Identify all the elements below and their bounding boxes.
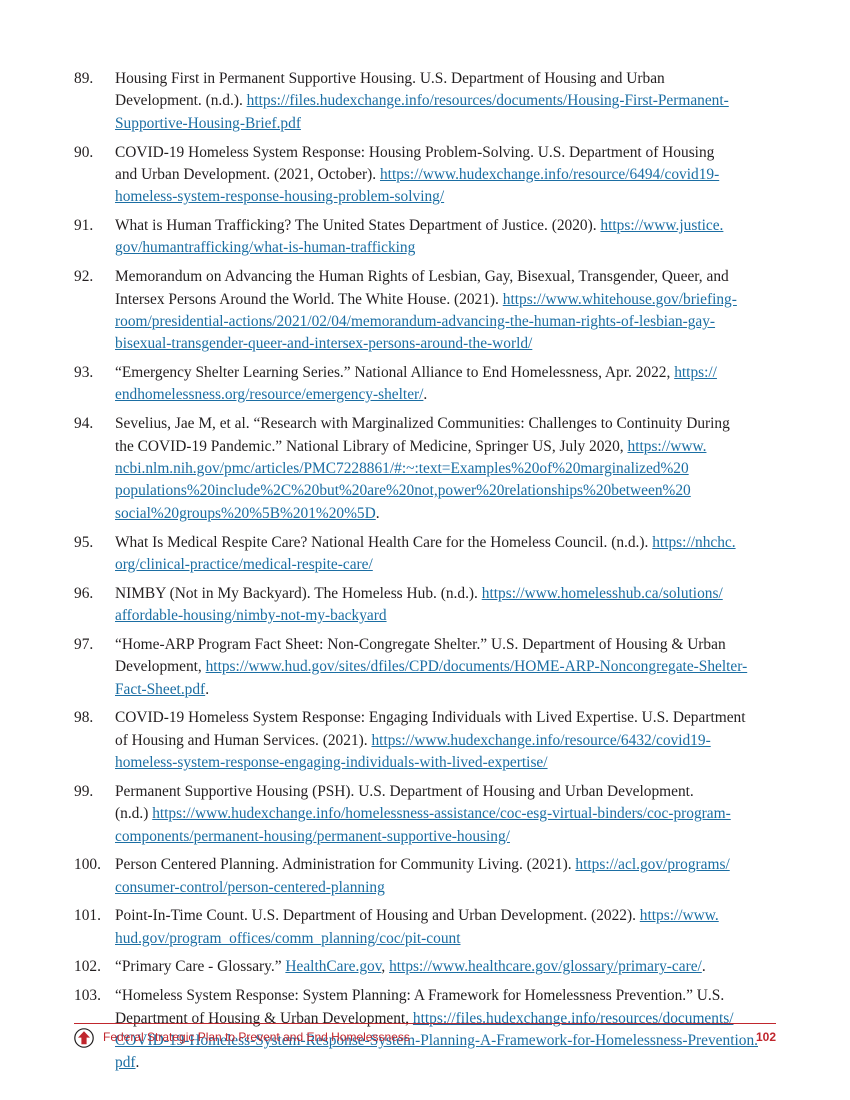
reference-citation: COVID-19 Homeless System Response: Engag… [115, 709, 746, 749]
reference-citation: COVID-19 Homeless System Response: Housi… [115, 143, 715, 183]
reference-number: 95. [74, 533, 94, 551]
reference-list: 89. Housing First in Permanent Supportiv… [74, 68, 774, 1081]
reference-text: Memorandum on Advancing the Human Rights… [115, 266, 774, 356]
reference-number: 96. [74, 584, 94, 602]
reference-number: 94. [74, 415, 94, 433]
reference-link[interactable]: https://files.hudexchange.info/resources… [115, 1009, 758, 1072]
reference-citation: Person Centered Planning. Administration… [115, 856, 576, 874]
reference-trailing: . [205, 680, 210, 698]
reference-citation: What Is Medical Respite Care? National H… [115, 533, 653, 551]
footer-divider [74, 1023, 776, 1024]
reference-item: 92. Memorandum on Advancing the Human Ri… [74, 266, 774, 356]
reference-item: 89. Housing First in Permanent Supportiv… [74, 68, 774, 135]
page-number: 102 [755, 1030, 776, 1044]
reference-link[interactable]: https://www.hudexchange.info/resource/64… [115, 731, 711, 772]
reference-text: COVID-19 Homeless System Response: Housi… [115, 142, 774, 209]
reference-link[interactable]: https://www. ncbi.nlm.nih.gov/pmc/articl… [115, 437, 707, 522]
reference-number: 103. [74, 987, 101, 1005]
house-arrow-icon [74, 1028, 94, 1048]
reference-text: COVID-19 Homeless System Response: Engag… [115, 707, 774, 774]
reference-text: “Homeless System Response: System Planni… [115, 985, 774, 1075]
reference-number: 102. [74, 958, 101, 976]
reference-item: 91. What is Human Trafficking? The Unite… [74, 215, 774, 260]
reference-separator: , [381, 958, 390, 976]
reference-number: 93. [74, 364, 94, 382]
reference-citation: Housing First in Permanent Supportive Ho… [115, 70, 665, 110]
reference-number: 97. [74, 635, 94, 653]
reference-text: “Emergency Shelter Learning Series.” Nat… [115, 362, 774, 407]
reference-item: 97. “Home-ARP Program Fact Sheet: Non-Co… [74, 634, 774, 701]
reference-item: 96. NIMBY (Not in My Backyard). The Home… [74, 583, 774, 628]
reference-citation: “Home-ARP Program Fact Sheet: Non-Congre… [115, 635, 726, 676]
reference-trailing: . [701, 958, 706, 976]
reference-link[interactable]: HealthCare.gov [285, 958, 382, 976]
reference-text: “Home-ARP Program Fact Sheet: Non-Congre… [115, 634, 774, 701]
reference-number: 92. [74, 268, 94, 286]
reference-item: 103. “Homeless System Response: System P… [74, 985, 774, 1075]
reference-citation: What is Human Trafficking? The United St… [115, 217, 601, 235]
reference-number: 89. [74, 70, 94, 87]
reference-number: 98. [74, 709, 94, 727]
reference-link[interactable]: https://www.hudexchange.info/resource/64… [115, 165, 720, 206]
reference-text: Person Centered Planning. Administration… [115, 854, 774, 899]
reference-number: 90. [74, 143, 94, 161]
reference-text: Sevelius, Jae M, et al. “Research with M… [115, 413, 774, 525]
reference-item: 93. “Emergency Shelter Learning Series.”… [74, 362, 774, 407]
reference-item: 90. COVID-19 Homeless System Response: H… [74, 142, 774, 209]
reference-citation: Memorandum on Advancing the Human Rights… [115, 268, 729, 308]
reference-text: “Primary Care - Glossary.” HealthCare.go… [115, 956, 774, 978]
reference-link[interactable]: https://www.justice. gov/humantraffickin… [115, 217, 724, 257]
reference-item: 95. What Is Medical Respite Care? Nation… [74, 532, 774, 577]
reference-item: 99. Permanent Supportive Housing (PSH). … [74, 781, 774, 848]
reference-citation: “Emergency Shelter Learning Series.” Nat… [115, 364, 675, 382]
reference-citation: Sevelius, Jae M, et al. “Research with M… [115, 415, 730, 455]
reference-link[interactable]: https://www.hud.gov/sites/dfiles/CPD/doc… [115, 658, 748, 698]
reference-link[interactable]: https://nhchc. org/clinical-practice/med… [115, 533, 736, 573]
reference-number: 100. [74, 856, 101, 874]
reference-citation: Permanent Supportive Housing (PSH). U.S.… [115, 782, 694, 823]
reference-item: 94. Sevelius, Jae M, et al. “Research wi… [74, 413, 774, 525]
footer-title: Federal Strategic Plan to Prevent and En… [103, 1030, 410, 1044]
reference-citation: “Homeless System Response: System Planni… [115, 987, 725, 1027]
reference-link[interactable]: https://www.hudexchange.info/homelessnes… [115, 805, 731, 845]
reference-link[interactable]: https://www.whitehouse.gov/briefing- roo… [115, 290, 737, 353]
reference-item: 98. COVID-19 Homeless System Response: E… [74, 707, 774, 774]
reference-link[interactable]: https:// endhomelessness.org/resource/em… [115, 364, 717, 404]
reference-citation: Point-In-Time Count. U.S. Department of … [115, 907, 640, 925]
reference-number: 99. [74, 782, 94, 800]
reference-text: What Is Medical Respite Care? National H… [115, 532, 774, 577]
reference-text: Housing First in Permanent Supportive Ho… [115, 68, 774, 135]
reference-text: Permanent Supportive Housing (PSH). U.S.… [115, 781, 774, 848]
reference-trailing: . [135, 1054, 140, 1072]
reference-item: 100. Person Centered Planning. Administr… [74, 854, 774, 899]
reference-item: 101. Point-In-Time Count. U.S. Departmen… [74, 905, 774, 950]
reference-link[interactable]: https://www. hud.gov/program_offices/com… [115, 907, 719, 947]
reference-link[interactable]: https://files.hudexchange.info/resources… [115, 92, 729, 132]
page-footer: Federal Strategic Plan to Prevent and En… [74, 1028, 776, 1048]
reference-text: NIMBY (Not in My Backyard). The Homeless… [115, 583, 774, 628]
reference-link-secondary[interactable]: https://www.healthcare.gov/glossary/prim… [389, 958, 702, 976]
reference-link[interactable]: https://www.homelesshub.ca/solutions/ af… [115, 584, 723, 625]
reference-text: Point-In-Time Count. U.S. Department of … [115, 905, 774, 950]
reference-number: 91. [74, 217, 94, 235]
reference-link[interactable]: https://acl.gov/programs/ consumer-contr… [115, 856, 730, 896]
reference-item: 102. “Primary Care - Glossary.” HealthCa… [74, 956, 774, 978]
reference-citation: “Primary Care - Glossary.” [115, 958, 286, 976]
reference-text: What is Human Trafficking? The United St… [115, 215, 774, 260]
reference-trailing: . [375, 504, 380, 522]
reference-citation: NIMBY (Not in My Backyard). The Homeless… [115, 584, 482, 602]
reference-number: 101. [74, 907, 101, 925]
reference-trailing: . [423, 386, 428, 404]
